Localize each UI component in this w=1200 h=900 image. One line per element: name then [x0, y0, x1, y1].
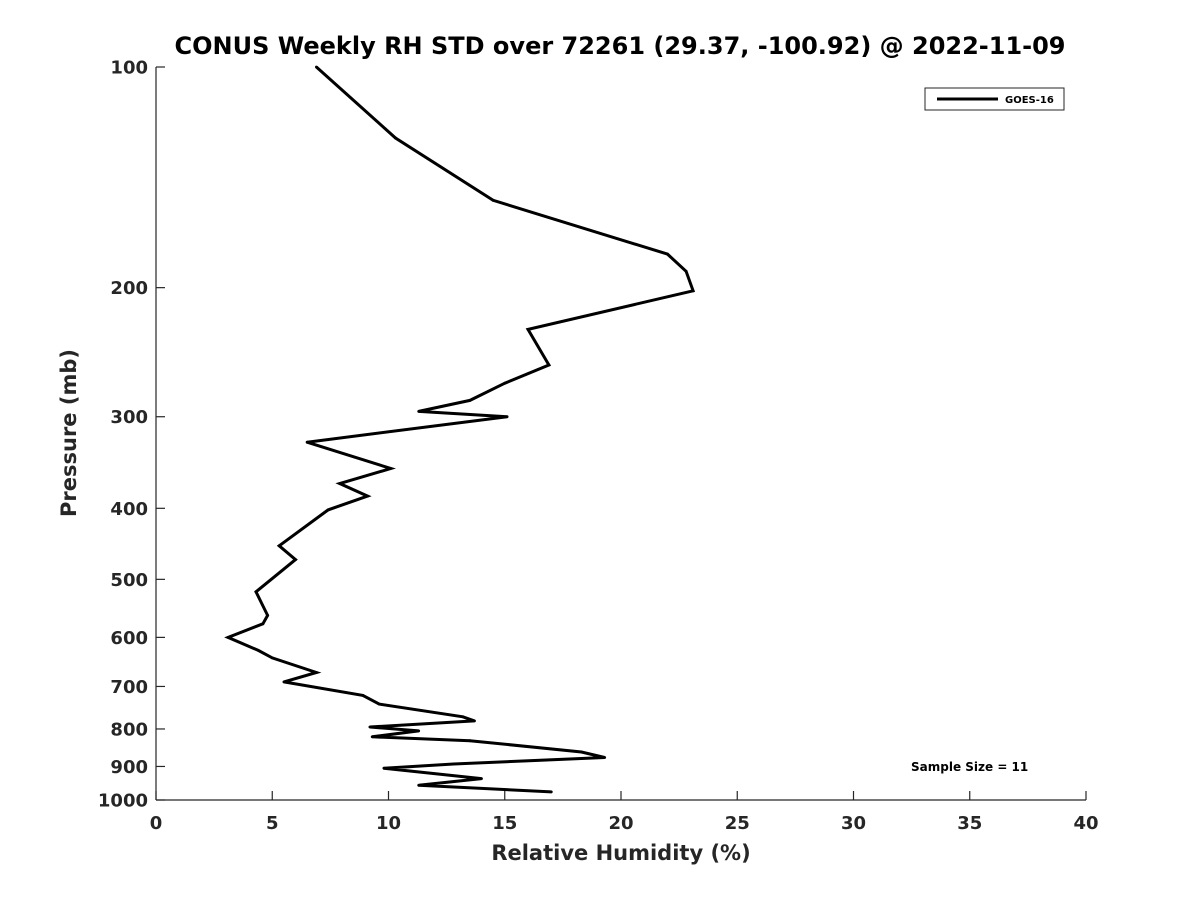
data-point	[549, 790, 553, 794]
data-point	[294, 558, 297, 561]
data-point	[261, 622, 265, 626]
data-point	[691, 289, 695, 293]
chart-title: CONUS Weekly RH STD over 72261 (29.37, -…	[174, 32, 1065, 60]
x-tick-label: 10	[376, 813, 401, 834]
data-point	[417, 410, 421, 413]
data-point	[377, 702, 381, 706]
sample-size-annotation: Sample Size = 11	[911, 760, 1028, 774]
series-group	[224, 65, 696, 794]
data-point	[305, 440, 309, 444]
y-ticks: 100 200 300 400 500 600 700 800 900 1000	[98, 58, 165, 812]
y-tick-label: 700	[110, 677, 148, 698]
data-point	[461, 715, 465, 719]
data-point	[526, 328, 530, 331]
data-point	[417, 729, 421, 733]
data-point	[394, 136, 397, 140]
data-point	[266, 614, 269, 617]
x-tick-label: 0	[150, 813, 163, 834]
y-tick-label: 100	[110, 58, 148, 79]
data-point	[315, 671, 318, 674]
data-point	[580, 750, 583, 754]
data-point	[473, 719, 476, 723]
x-ticks: 0 5 10 15 20 25 30 35 40	[150, 791, 1099, 834]
x-axis-label: Relative Humidity (%)	[491, 841, 750, 865]
x-tick-label: 20	[608, 813, 633, 834]
y-tick-label: 900	[110, 757, 148, 778]
data-point	[547, 363, 551, 367]
data-point	[270, 656, 274, 660]
data-point	[503, 381, 507, 385]
data-point	[603, 756, 607, 759]
data-point	[368, 725, 372, 729]
data-point	[505, 415, 509, 419]
y-tick-label: 400	[110, 499, 148, 520]
x-tick-label: 35	[957, 813, 982, 834]
data-point	[326, 508, 330, 512]
x-tick-label: 25	[725, 813, 750, 834]
data-point	[256, 649, 260, 652]
y-tick-label: 300	[110, 407, 148, 428]
series-line-goes-16	[224, 65, 696, 794]
data-point	[226, 636, 230, 639]
data-point	[468, 739, 472, 743]
x-tick-label: 5	[266, 813, 279, 834]
data-point	[666, 252, 669, 256]
data-point	[491, 198, 495, 202]
x-tick-label: 40	[1073, 813, 1098, 834]
data-point	[366, 494, 369, 498]
data-point	[338, 482, 342, 485]
data-point	[480, 777, 483, 780]
y-tick-label: 500	[110, 570, 148, 591]
y-tick-label: 200	[110, 278, 148, 299]
data-point	[468, 399, 472, 402]
x-tick-label: 15	[492, 813, 517, 834]
legend: GOES-16	[924, 87, 1065, 111]
data-point	[282, 680, 286, 684]
data-point	[417, 783, 421, 787]
data-point	[389, 467, 393, 470]
legend-label-goes-16: GOES-16	[1005, 95, 1054, 106]
y-tick-label: 1000	[98, 791, 148, 812]
plot-area	[156, 67, 1086, 800]
data-point	[370, 735, 374, 739]
y-axis-label: Pressure (mb)	[57, 349, 81, 517]
data-point	[361, 694, 365, 697]
data-point	[254, 590, 258, 594]
data-point	[452, 762, 455, 766]
data-point	[277, 544, 281, 548]
data-point	[684, 269, 688, 273]
x-tick-label: 30	[841, 813, 866, 834]
y-tick-label: 800	[110, 719, 148, 740]
data-point	[382, 766, 386, 770]
data-point	[315, 65, 318, 69]
y-tick-label: 600	[110, 628, 148, 649]
